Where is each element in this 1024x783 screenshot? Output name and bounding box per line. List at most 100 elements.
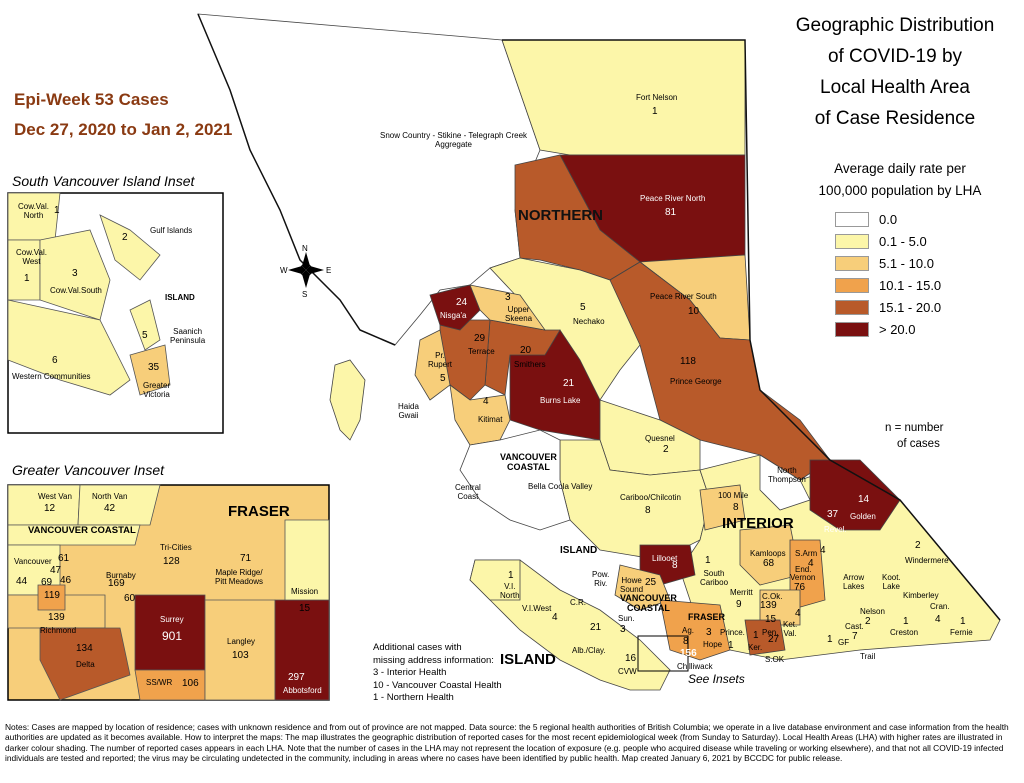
lha-prince-n: 1	[728, 640, 734, 651]
lha-pr-rupert-name: Pr. Rupert	[428, 351, 453, 369]
gv-nw-n: 60	[124, 593, 136, 604]
lha-revel-n: 37	[827, 509, 839, 520]
gv-mission	[284, 519, 330, 601]
lha-howe-sound-name: Howe Sound	[620, 576, 644, 594]
svi-cow-val-south	[39, 229, 111, 321]
region-c-ok	[759, 589, 801, 626]
gv-langley-n: 103	[232, 650, 249, 661]
legend-item: > 20.0	[835, 318, 1005, 340]
region-interior-label: INTERIOR	[722, 515, 794, 532]
lha-kamloops-name: Kamloops	[750, 549, 786, 558]
svi-western-name: Western Communities	[12, 372, 91, 381]
legend-item: 5.1 - 10.0	[835, 252, 1005, 274]
gv-vancouver-n: 61	[58, 553, 70, 564]
lha-cast-name: Cast.	[845, 622, 864, 631]
gv-west-van-n: 12	[44, 503, 56, 514]
lha-quesnel-n: 2	[663, 444, 669, 455]
epi-week-line1: Epi-Week 53 Cases	[14, 90, 169, 109]
title-line3: Local Health Area	[820, 77, 970, 98]
lha-c-ok-name: C.Ok.	[762, 592, 783, 601]
gv-nw-119	[37, 584, 66, 611]
lha-prn-name: Peace River North	[640, 194, 706, 203]
lha-vi-north-n: 1	[508, 570, 514, 581]
title-line2: of COVID-19 by	[827, 46, 963, 67]
region-fraser-main	[659, 599, 731, 661]
legend-title2: 100,000 population by LHA	[818, 183, 982, 198]
lha-revel-name: Revel.	[824, 525, 847, 534]
lha-creston-n: 1	[903, 616, 909, 627]
lha-nisgaa-n: 24	[456, 297, 468, 308]
lha-nechako-n: 5	[580, 302, 586, 313]
region-kitimat	[449, 384, 511, 446]
lha-terrace-n: 29	[474, 333, 486, 344]
lha-nan-n: 21	[590, 622, 602, 633]
lha-prince-name: Prince.	[720, 628, 745, 637]
svi-cvn-n: 1	[54, 205, 60, 216]
gv-richmond-name: Richmond	[40, 626, 77, 635]
lha-nelson-n: 2	[865, 616, 871, 627]
greater-van-inset-title: Greater Vancouver Inset	[12, 462, 165, 478]
gv-mission-n: 15	[299, 603, 311, 614]
gv-north-van-name: North Van	[92, 492, 128, 501]
lha-cran-name: Cran.	[930, 602, 950, 611]
lha-cr-n: 4	[552, 612, 558, 623]
lha-golden-n: 14	[858, 494, 870, 505]
svi-saanich	[129, 299, 161, 351]
lha-koot-lake-name: Koot. Lake	[882, 573, 901, 591]
legend: Average daily rate per 100,000 populatio…	[795, 158, 1005, 340]
lha-creston-name: Creston	[890, 628, 919, 637]
lha-windermere-name: Windermere	[905, 556, 949, 565]
lha-lillooet-name: Lillooet	[652, 554, 678, 563]
lha-bella-coola-name: Bella Coola Valley	[528, 482, 593, 491]
lha-south-cariboo-n: 1	[705, 555, 711, 566]
lha-fort-nelson-n: 1	[652, 106, 658, 117]
lha-100-mile-name: 100 Mile	[718, 491, 749, 500]
lha-cr-name: C.R.	[570, 598, 586, 607]
svi-saanich-n: 5	[142, 330, 148, 341]
lha-pg-n: 118	[680, 356, 696, 367]
lha-trail-name: Trail	[860, 652, 876, 661]
lha-s-arm-n: 4	[820, 545, 826, 556]
gv-fraser-label: FRASER	[228, 503, 290, 520]
see-insets-label: See Insets	[688, 672, 745, 686]
gv-sswr-n: 106	[182, 678, 199, 689]
gv-tricities-n: 128	[163, 556, 180, 567]
gv-maple-ridge-n: 71	[240, 553, 252, 564]
lha-quesnel-name: Quesnel	[645, 434, 675, 443]
lha-vi-north-name: V.I. North	[500, 582, 520, 600]
legend-items: 0.0 0.1 - 5.0 5.1 - 10.0 10.1 - 15.0 15.…	[835, 208, 1005, 340]
gv-burnaby-name: Burnaby	[106, 571, 136, 580]
gv-north-van	[77, 484, 161, 526]
lha-golden-name: Golden	[850, 512, 876, 521]
lha-smithers-n: 20	[520, 345, 532, 356]
epi-week-line2: Dec 27, 2020 to Jan 2, 2021	[14, 120, 233, 139]
region-vc-main-label: VANCOUVER COASTAL	[620, 593, 677, 613]
lha-vernon-name: Vernon	[790, 573, 816, 582]
gv-delta-n: 134	[76, 643, 93, 654]
gv-surrey-n: 901	[162, 629, 183, 643]
lha-prs-n: 10	[688, 306, 700, 317]
region-golden	[809, 459, 901, 531]
region-island-label: ISLAND	[560, 545, 598, 556]
gv-west-van-name: West Van	[38, 492, 72, 501]
lha-prn-n: 81	[665, 207, 677, 218]
gv-abbotsford-n: 297	[288, 672, 305, 683]
lha-kitimat-n: 4	[483, 396, 489, 407]
gv-46-n: 46	[60, 575, 72, 586]
lha-fort-nelson-name: Fort Nelson	[636, 93, 678, 102]
lha-s-arm-name: S.Arm	[795, 549, 818, 558]
lha-cariboo-n: 8	[645, 505, 651, 516]
region-kamloops	[739, 524, 801, 586]
lha-nisgaa-name: Nisga'a	[440, 311, 467, 320]
svi-western-n: 6	[52, 355, 58, 366]
legend-title1: Average daily rate per	[834, 161, 966, 176]
region-howe-sound	[614, 564, 671, 611]
svi-cvs-n: 3	[72, 268, 78, 279]
region-nisgaa	[429, 284, 481, 331]
lha-south-cariboo-name: South Cariboo	[700, 569, 729, 587]
gv-vancouver-coastal	[7, 524, 141, 546]
lha-howe-sound-n: 25	[645, 577, 657, 588]
lha-s-ok-n: 27	[768, 634, 780, 645]
lha-arrow-lakes-name: Arrow Lakes	[843, 573, 865, 591]
